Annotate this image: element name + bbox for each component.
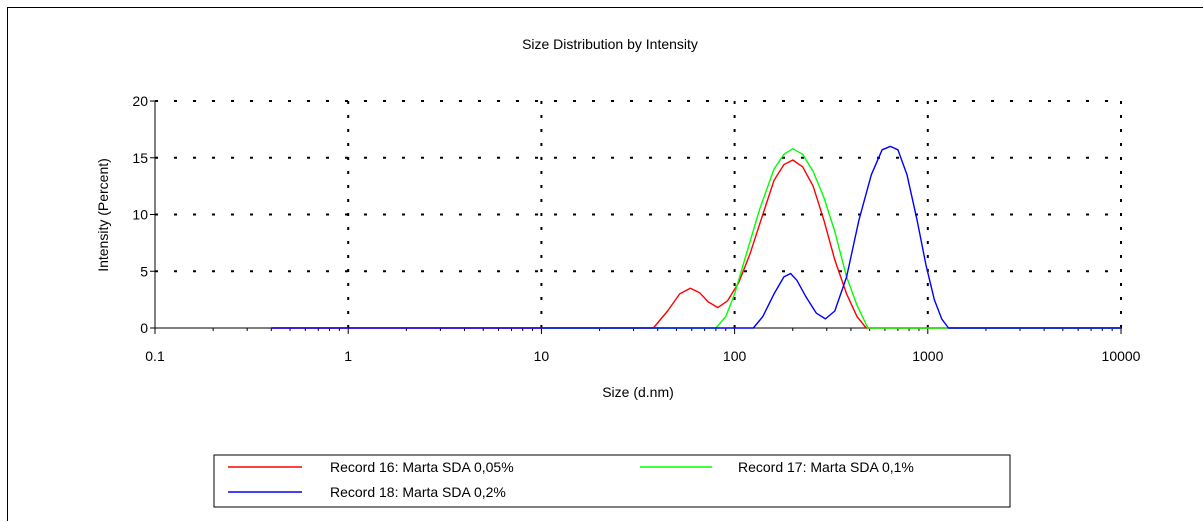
legend-box [213, 454, 1011, 508]
x-tick-label: 100 [723, 348, 747, 364]
y-tick-label: 10 [132, 207, 148, 223]
y-axis-label: Intensity (Percent) [95, 158, 111, 272]
legend-label-2: Record 17: Marta SDA 0,1% [738, 459, 914, 475]
y-tick-label: 0 [140, 320, 148, 336]
y-tick-label: 5 [140, 263, 148, 279]
x-tick-label: 10 [534, 348, 550, 364]
tick-labels: 0 5 10 15 20 0.1 1 10 100 1000 10000 [132, 93, 1140, 364]
y-tick-label: 15 [132, 150, 148, 166]
chart-title: Size Distribution by Intensity [522, 36, 698, 52]
legend: Record 16: Marta SDA 0,05% Record 17: Mar… [213, 454, 1011, 508]
series-line-3 [271, 145, 1121, 329]
x-tick-label: 10000 [1102, 348, 1141, 364]
x-axis-label: Size (d.nm) [602, 384, 674, 400]
chart-frame [7, 7, 1203, 521]
y-tick-label: 20 [132, 93, 148, 109]
legend-label-3: Record 18: Marta SDA 0,2% [330, 484, 506, 500]
gridlines [155, 100, 1122, 328]
axes [150, 100, 1122, 334]
x-tick-label: 1000 [912, 348, 943, 364]
legend-label-1: Record 16: Marta SDA 0,05% [330, 459, 514, 475]
x-tick-label: 1 [344, 348, 352, 364]
series-lines [271, 145, 1121, 329]
series-line-1 [271, 159, 1121, 329]
x-tick-label: 0.1 [145, 348, 165, 364]
series-line-2 [541, 148, 1121, 329]
